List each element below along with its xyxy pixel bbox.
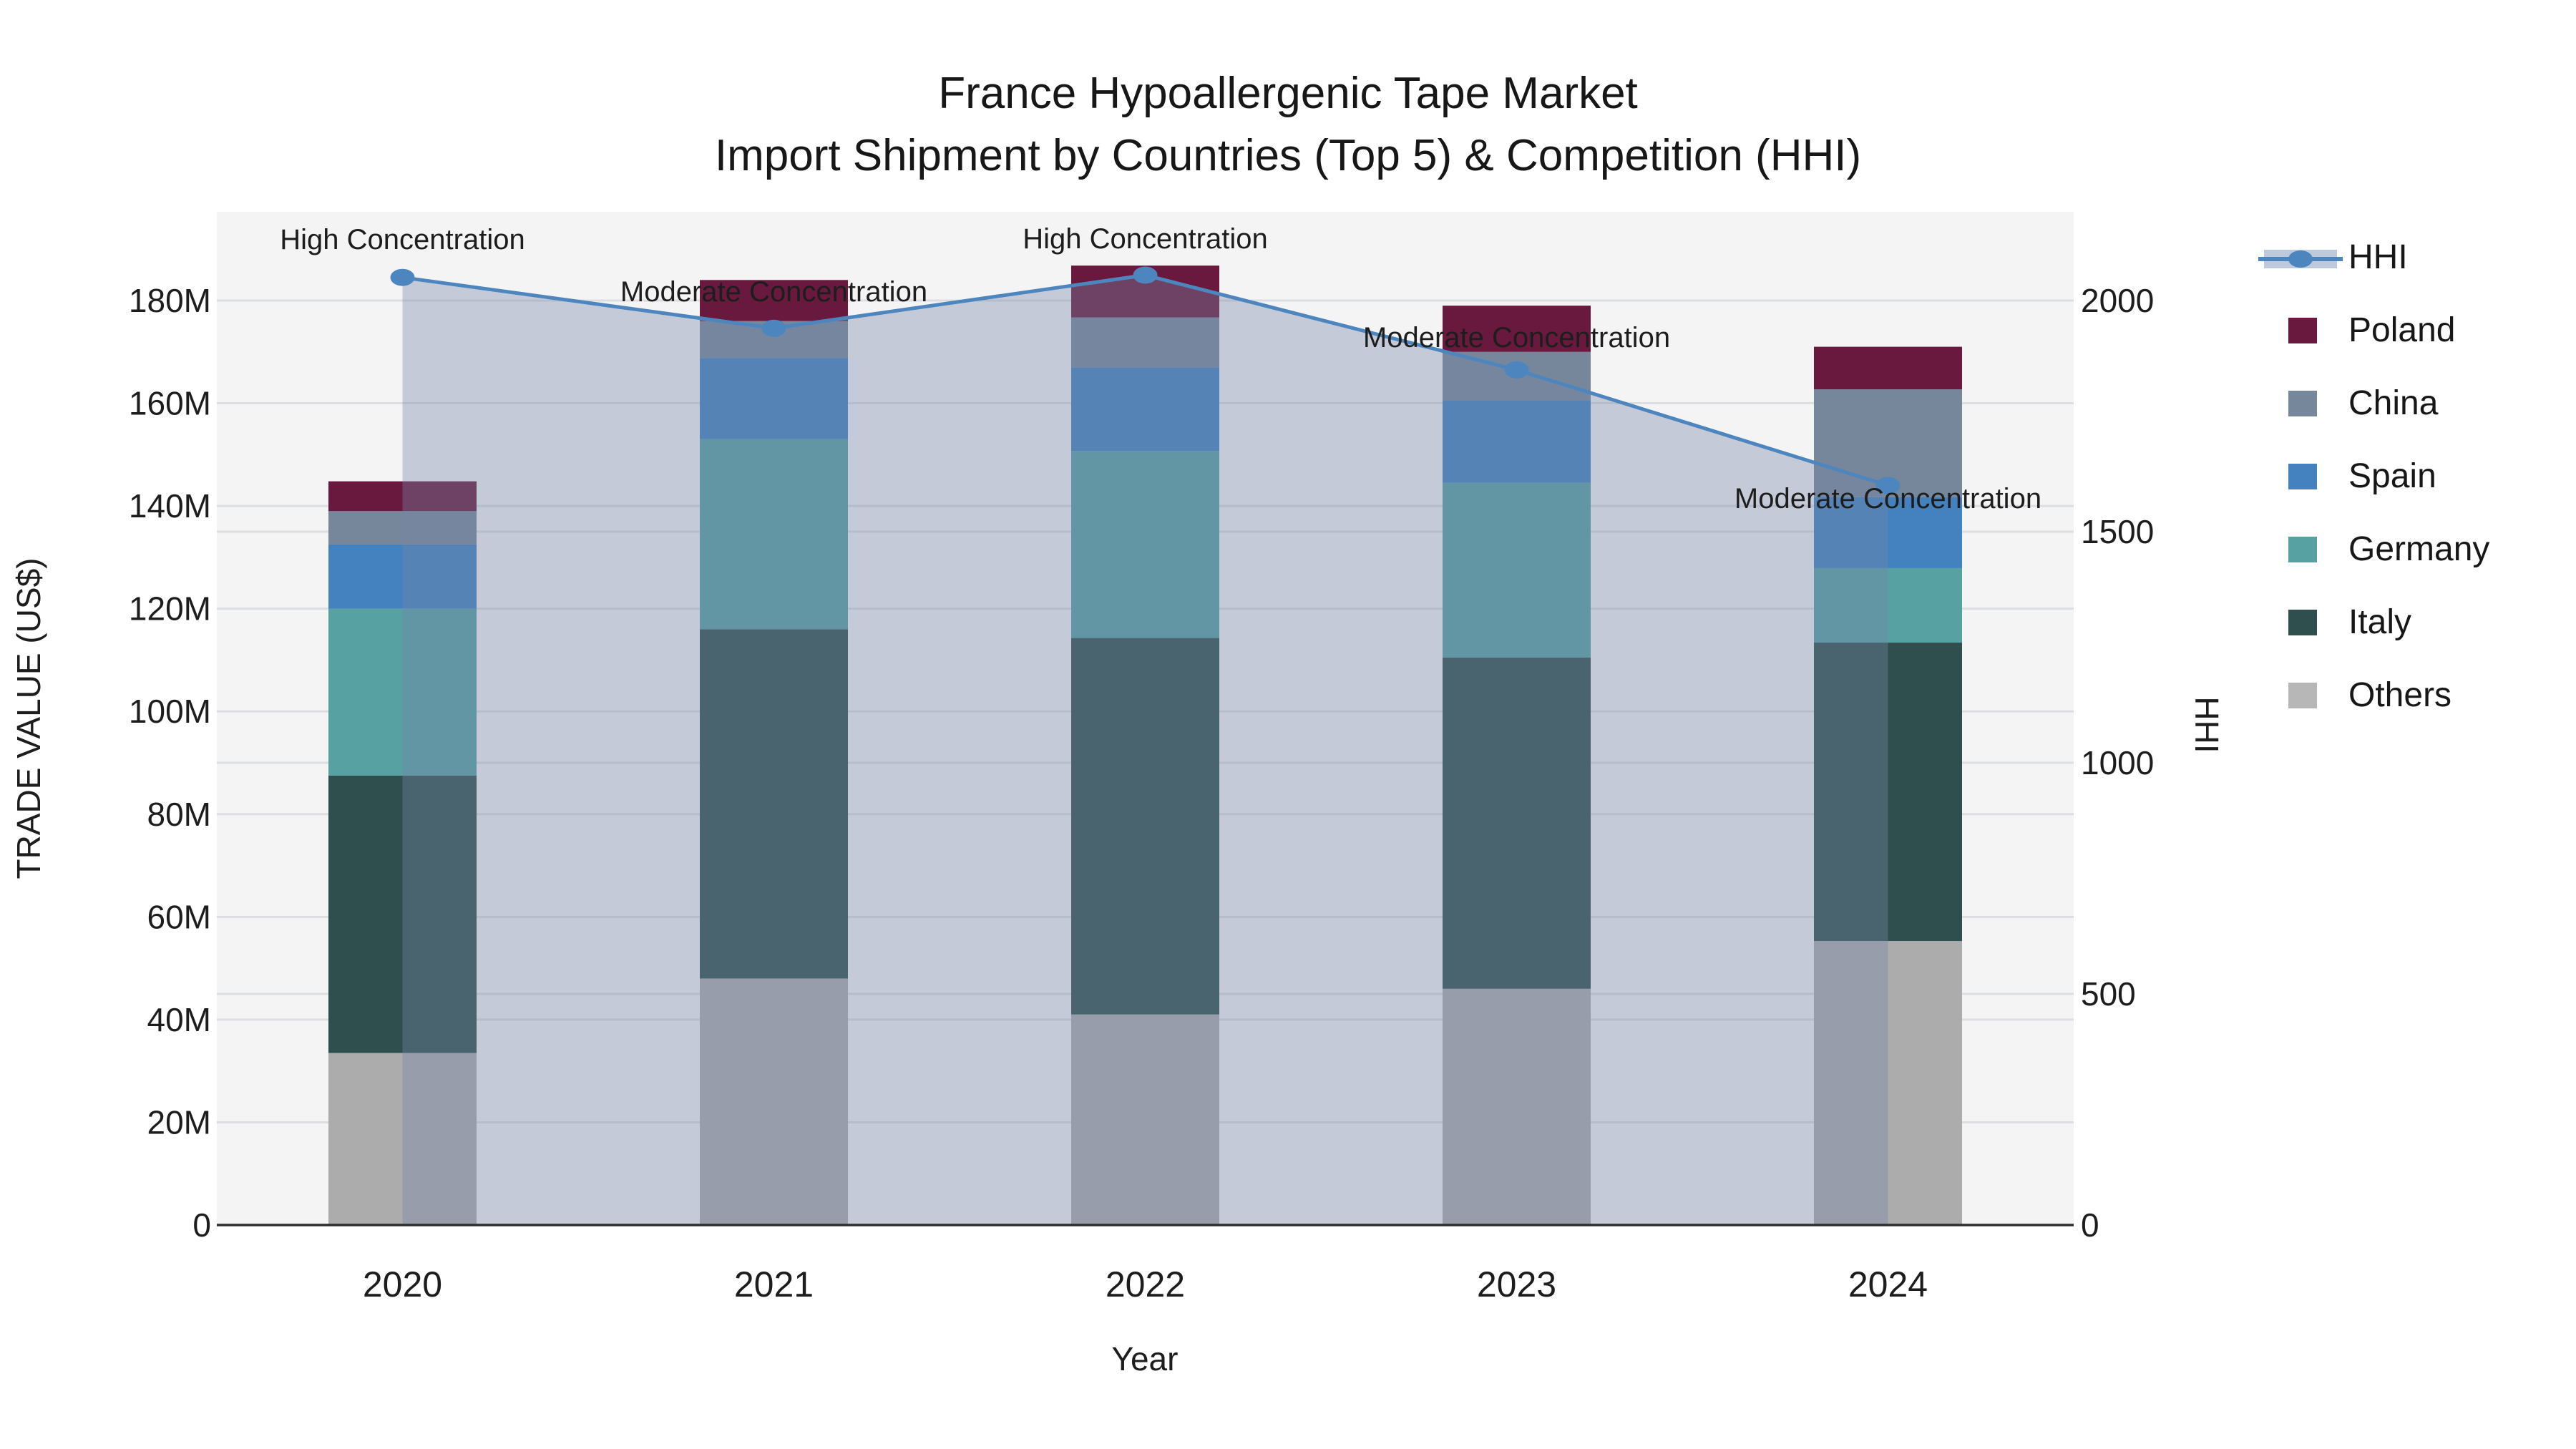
hhi-marker-2022 xyxy=(1133,266,1158,284)
y-tick-label-left: 80M xyxy=(147,796,211,833)
hhi-area-fill xyxy=(402,275,1888,1226)
legend-label: HHI xyxy=(2348,238,2408,276)
legend-label: China xyxy=(2348,384,2439,422)
y-tick-label-right: 0 xyxy=(2081,1206,2099,1244)
legend-item-italy: Italy xyxy=(2254,601,2576,644)
bar-segment-spain-2024 xyxy=(1814,497,1962,568)
bar-segment-germany-2024 xyxy=(1814,567,1962,643)
bar-segment-poland-2023 xyxy=(1443,306,1591,352)
y-tick-label-left: 20M xyxy=(147,1103,211,1141)
x-tick-label: 2020 xyxy=(363,1264,442,1304)
y-tick-label-left: 40M xyxy=(147,1001,211,1038)
bar-segment-spain-2020 xyxy=(328,544,477,609)
bar-segment-china-2022 xyxy=(1071,317,1219,368)
legend-swatch-china xyxy=(2288,391,2317,416)
legend-label: Germany xyxy=(2348,530,2490,568)
bar-segment-spain-2021 xyxy=(700,358,848,439)
legend: HHI Poland China Spain Germany Italy Others xyxy=(2254,0,2576,787)
bar-segment-germany-2021 xyxy=(700,439,848,630)
y-tick-label-left: 60M xyxy=(147,898,211,935)
legend-swatch-germany xyxy=(2288,537,2317,562)
bar-segment-poland-2024 xyxy=(1814,346,1962,390)
annotation-label: Moderate Concentration xyxy=(620,276,927,308)
x-tick-label: 2021 xyxy=(734,1264,814,1304)
bar-segment-poland-2020 xyxy=(328,481,477,512)
legend-item-others: Others xyxy=(2254,674,2576,717)
hhi-marker-2021 xyxy=(761,319,786,337)
legend-label: Spain xyxy=(2348,457,2436,495)
legend-label: Others xyxy=(2348,676,2452,714)
x-tick-label: 2022 xyxy=(1106,1264,1185,1304)
y-tick-label-left: 180M xyxy=(129,282,211,319)
legend-label: Poland xyxy=(2348,311,2456,349)
y-tick-label-left: 100M xyxy=(129,693,211,730)
y-tick-label-left: 160M xyxy=(129,385,211,422)
legend-item-spain: Spain xyxy=(2254,455,2576,498)
bar-segment-germany-2022 xyxy=(1071,451,1219,638)
bar-segment-spain-2023 xyxy=(1443,400,1591,483)
y-tick-label-left: 120M xyxy=(129,590,211,628)
bar-segment-others-2024 xyxy=(1814,941,1962,1225)
y-tick-label-left: 140M xyxy=(129,487,211,525)
legend-item-germany: Germany xyxy=(2254,528,2576,571)
bar-segment-germany-2020 xyxy=(328,608,477,776)
hhi-marker-2020 xyxy=(390,268,415,286)
legend-swatch-spain xyxy=(2288,464,2317,489)
bar-segment-italy-2021 xyxy=(700,629,848,979)
y-tick-label-right: 500 xyxy=(2081,975,2136,1013)
annotation-label: Moderate Concentration xyxy=(1735,483,2041,514)
bar-segment-others-2023 xyxy=(1443,988,1591,1225)
bar-segment-spain-2022 xyxy=(1071,367,1219,452)
annotation-label: High Concentration xyxy=(280,224,525,255)
legend-item-hhi: HHI xyxy=(2254,236,2576,279)
legend-item-china: China xyxy=(2254,382,2576,425)
chart-title-line1: France Hypoallergenic Tape Market xyxy=(938,69,1638,118)
y-tick-label-right: 1500 xyxy=(2081,513,2154,550)
bar-segment-italy-2022 xyxy=(1071,638,1219,1015)
axis-title-bottom: Year xyxy=(1112,1340,1179,1377)
y-tick-label-left: 0 xyxy=(192,1206,211,1244)
legend-swatch-poland xyxy=(2288,318,2317,343)
bar-segment-others-2020 xyxy=(328,1053,477,1225)
bar-segment-others-2021 xyxy=(700,978,848,1225)
y-tick-label-right: 1000 xyxy=(2081,744,2154,781)
hhi-marker-2023 xyxy=(1504,361,1529,379)
bar-segment-poland-2021 xyxy=(700,280,848,321)
bar-segment-italy-2020 xyxy=(328,775,477,1053)
hhi-marker-2024 xyxy=(1875,477,1901,494)
annotation-label: Moderate Concentration xyxy=(1363,322,1670,353)
bar-segment-others-2022 xyxy=(1071,1014,1219,1225)
legend-swatch-italy xyxy=(2288,610,2317,635)
y-tick-label-right: 2000 xyxy=(2081,282,2154,319)
bar-segment-china-2020 xyxy=(328,511,477,545)
axis-title-left: TRADE VALUE (US$) xyxy=(10,557,47,879)
bar-segment-germany-2023 xyxy=(1443,482,1591,658)
legend-hhi-marker-icon xyxy=(2288,250,2313,268)
bar-segment-italy-2024 xyxy=(1814,643,1962,942)
legend-label: Italy xyxy=(2348,603,2412,641)
x-tick-label: 2024 xyxy=(1848,1264,1928,1304)
x-tick-label: 2023 xyxy=(1477,1264,1556,1304)
legend-item-poland: Poland xyxy=(2254,309,2576,352)
chart-title-line2: Import Shipment by Countries (Top 5) & C… xyxy=(714,131,1862,180)
axis-title-right: HHI xyxy=(2188,696,2225,753)
bar-segment-italy-2023 xyxy=(1443,657,1591,989)
legend-swatch-others xyxy=(2288,683,2317,708)
annotation-label: High Concentration xyxy=(1023,223,1267,255)
